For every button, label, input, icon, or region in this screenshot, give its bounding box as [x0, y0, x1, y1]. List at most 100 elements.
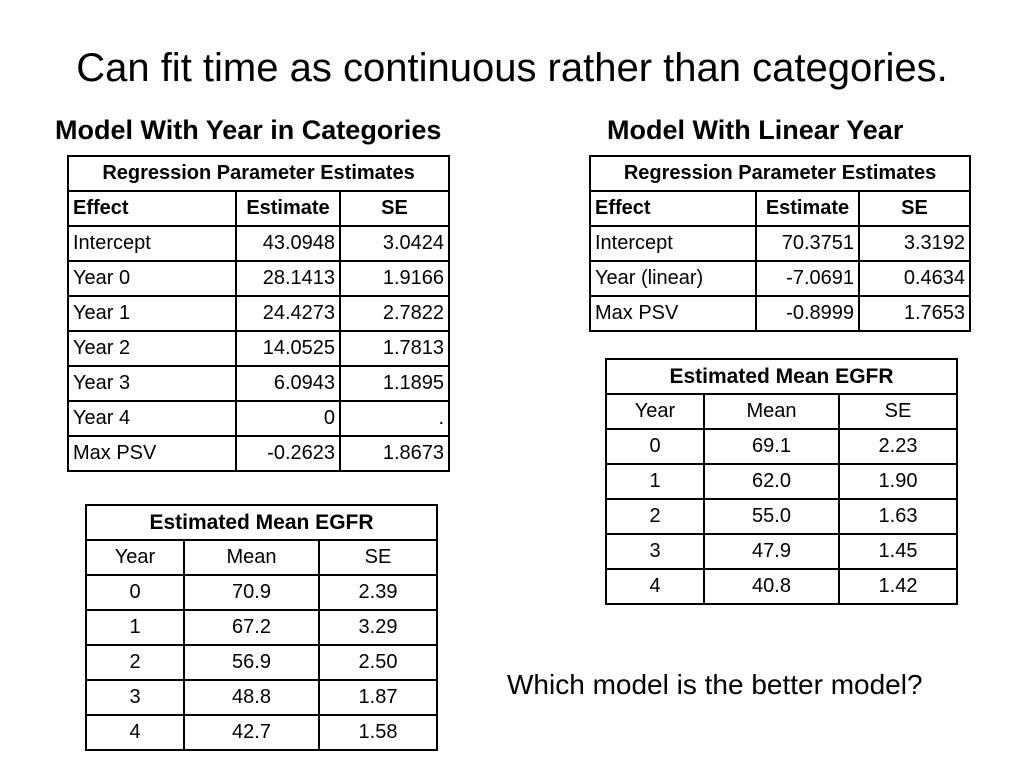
- column-header: Effect: [67, 190, 237, 227]
- se-cell: 1.45: [837, 533, 959, 570]
- se-cell: 1.7813: [338, 330, 451, 367]
- table-row: Year 0 28.1413 1.9166: [67, 260, 451, 297]
- effect-cell: Year 2: [67, 330, 237, 367]
- year-cell: 4: [605, 568, 705, 605]
- table-row: 4 40.8 1.42: [605, 568, 959, 605]
- table-row: Intercept 70.3751 3.3192: [589, 225, 972, 262]
- se-cell: 2.39: [317, 574, 439, 611]
- column-header: Year: [85, 539, 185, 576]
- right-regression-table: Regression Parameter Estimates Effect Es…: [588, 155, 972, 332]
- estimate-cell: 28.1413: [235, 260, 341, 297]
- table-row: Max PSV -0.2623 1.8673: [67, 435, 451, 472]
- table-row: 1 62.0 1.90: [605, 463, 959, 500]
- column-header: Mean: [183, 539, 320, 576]
- se-cell: 2.50: [317, 644, 439, 681]
- table-row: Intercept 43.0948 3.0424: [67, 225, 451, 262]
- left-egfr-table: Estimated Mean EGFR Year Mean SE 0 70.9 …: [84, 504, 439, 751]
- table-caption: Estimated Mean EGFR: [604, 358, 959, 395]
- year-cell: 1: [85, 609, 185, 646]
- year-cell: 3: [605, 533, 705, 570]
- mean-cell: 70.9: [183, 574, 320, 611]
- table-row: 2 56.9 2.50: [85, 644, 439, 681]
- year-cell: 3: [85, 679, 185, 716]
- effect-cell: Intercept: [67, 225, 237, 262]
- closing-question: Which model is the better model?: [507, 669, 923, 700]
- year-cell: 0: [85, 574, 185, 611]
- year-cell: 2: [605, 498, 705, 535]
- left-model-heading: Model With Year in Categories: [55, 115, 442, 145]
- se-cell: 1.87: [317, 679, 439, 716]
- se-cell: 1.7653: [857, 295, 972, 332]
- effect-cell: Year 1: [67, 295, 237, 332]
- mean-cell: 67.2: [183, 609, 320, 646]
- year-cell: 2: [85, 644, 185, 681]
- table-row: 4 42.7 1.58: [85, 714, 439, 751]
- table-row: Year 2 14.0525 1.7813: [67, 330, 451, 367]
- mean-cell: 69.1: [703, 428, 840, 465]
- column-header: Effect: [589, 190, 757, 227]
- table-row: 2 55.0 1.63: [605, 498, 959, 535]
- se-cell: 2.23: [837, 428, 959, 465]
- table-row: 3 47.9 1.45: [605, 533, 959, 570]
- table-row: 0 69.1 2.23: [605, 428, 959, 465]
- year-cell: 0: [605, 428, 705, 465]
- estimate-cell: 14.0525: [235, 330, 341, 367]
- left-regression-table: Regression Parameter Estimates Effect Es…: [66, 155, 451, 472]
- year-cell: 4: [85, 714, 185, 751]
- se-cell: 1.58: [317, 714, 439, 751]
- se-cell: 1.1895: [338, 365, 451, 402]
- table-row: Max PSV -0.8999 1.7653: [589, 295, 972, 332]
- estimate-cell: 70.3751: [755, 225, 860, 262]
- table-caption: Estimated Mean EGFR: [84, 504, 439, 541]
- mean-cell: 48.8: [183, 679, 320, 716]
- estimate-cell: 6.0943: [235, 365, 341, 402]
- effect-cell: Intercept: [589, 225, 757, 262]
- estimate-cell: -0.2623: [235, 435, 341, 472]
- mean-cell: 55.0: [703, 498, 840, 535]
- effect-cell: Year (linear): [589, 260, 757, 297]
- table-row: Year 1 24.4273 2.7822: [67, 295, 451, 332]
- table-row: 0 70.9 2.39: [85, 574, 439, 611]
- se-cell: 3.0424: [338, 225, 451, 262]
- se-cell: 1.9166: [338, 260, 451, 297]
- estimate-cell: 43.0948: [235, 225, 341, 262]
- table-row: Year 4 0 .: [67, 400, 451, 437]
- table-caption: Regression Parameter Estimates: [66, 155, 451, 192]
- right-egfr-table: Estimated Mean EGFR Year Mean SE 0 69.1 …: [604, 358, 959, 605]
- effect-cell: Max PSV: [589, 295, 757, 332]
- table-row: 3 48.8 1.87: [85, 679, 439, 716]
- se-cell: 3.3192: [857, 225, 972, 262]
- estimate-cell: 24.4273: [235, 295, 341, 332]
- mean-cell: 40.8: [703, 568, 840, 605]
- se-cell: 0.4634: [857, 260, 972, 297]
- se-cell: .: [338, 400, 451, 437]
- effect-cell: Year 3: [67, 365, 237, 402]
- effect-cell: Max PSV: [67, 435, 237, 472]
- year-cell: 1: [605, 463, 705, 500]
- right-model-heading: Model With Linear Year: [607, 115, 904, 145]
- table-row: 1 67.2 3.29: [85, 609, 439, 646]
- se-cell: 1.8673: [338, 435, 451, 472]
- effect-cell: Year 4: [67, 400, 237, 437]
- column-header: Mean: [703, 393, 840, 430]
- mean-cell: 56.9: [183, 644, 320, 681]
- column-header: SE: [338, 190, 451, 227]
- se-cell: 1.63: [837, 498, 959, 535]
- column-header: SE: [857, 190, 972, 227]
- table-row: Year (linear) -7.0691 0.4634: [589, 260, 972, 297]
- mean-cell: 62.0: [703, 463, 840, 500]
- column-header: Estimate: [755, 190, 860, 227]
- column-header: SE: [837, 393, 959, 430]
- mean-cell: 42.7: [183, 714, 320, 751]
- se-cell: 1.90: [837, 463, 959, 500]
- table-caption: Regression Parameter Estimates: [588, 155, 972, 192]
- table-row: Year 3 6.0943 1.1895: [67, 365, 451, 402]
- column-header: Estimate: [235, 190, 341, 227]
- column-header: SE: [317, 539, 439, 576]
- se-cell: 3.29: [317, 609, 439, 646]
- se-cell: 1.42: [837, 568, 959, 605]
- mean-cell: 47.9: [703, 533, 840, 570]
- estimate-cell: -0.8999: [755, 295, 860, 332]
- estimate-cell: -7.0691: [755, 260, 860, 297]
- slide-title: Can fit time as continuous rather than c…: [76, 46, 948, 90]
